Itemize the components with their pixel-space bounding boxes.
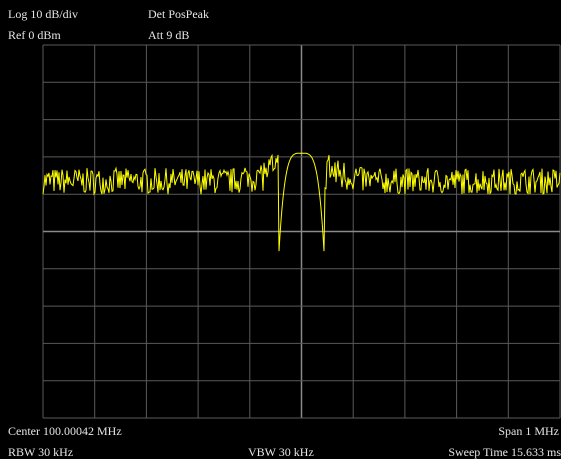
scale-label: Log 10 dB/div	[8, 7, 79, 21]
detector-label: Det PosPeak	[148, 7, 209, 21]
vbw-label: VBW 30 kHz	[248, 445, 314, 459]
span-label: Span 1 MHz	[498, 424, 559, 438]
sweep-time-label: Sweep Time 15.633 ms	[448, 445, 561, 459]
graticule	[42, 44, 561, 419]
spectrum-trace	[42, 152, 561, 252]
attenuation-label: Att 9 dB	[148, 28, 190, 42]
ref-level-label: Ref 0 dBm	[8, 28, 61, 42]
center-frequency-label: Center 100.00042 MHz	[8, 424, 122, 438]
rbw-label: RBW 30 kHz	[8, 445, 74, 459]
